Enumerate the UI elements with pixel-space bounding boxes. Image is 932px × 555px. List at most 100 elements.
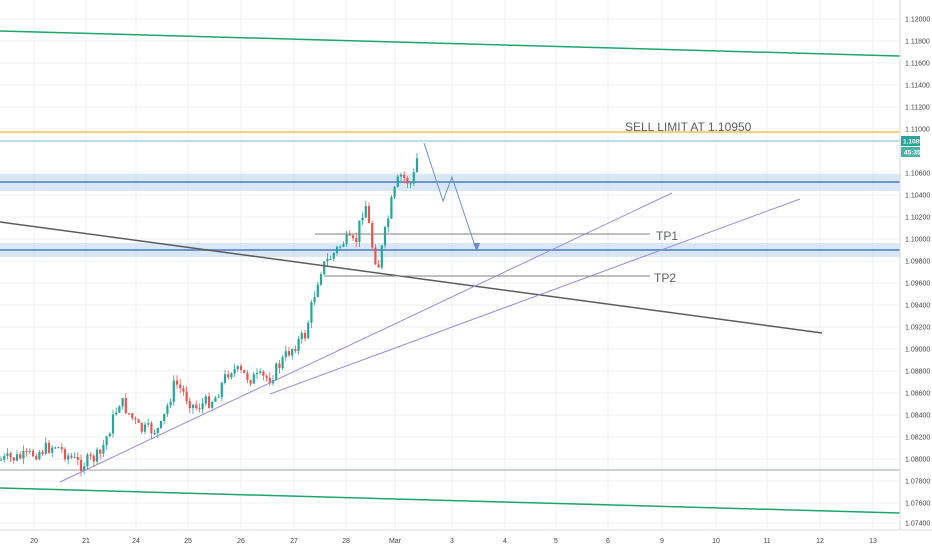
candle-body bbox=[124, 398, 127, 414]
candle-body bbox=[63, 449, 67, 460]
candle-body bbox=[182, 388, 185, 392]
y-tick-label: 1.09000 bbox=[905, 347, 930, 354]
candle-body bbox=[0, 459, 3, 461]
support-line-shallow bbox=[269, 198, 801, 395]
candle-body bbox=[294, 348, 297, 352]
x-tick-label: 28 bbox=[342, 538, 350, 545]
countdown-tag-bg bbox=[901, 147, 920, 157]
price-axis-labels: 1.12000 1.11800 1.11600 1.11400 1.11200 1.110… bbox=[905, 17, 930, 528]
y-tick-label: 1.08000 bbox=[905, 457, 930, 464]
candle-body bbox=[38, 451, 41, 460]
x-tick-label: 27 bbox=[290, 538, 298, 545]
candle-body bbox=[230, 373, 233, 378]
y-tick-label: 1.10200 bbox=[905, 215, 930, 222]
candle-body bbox=[47, 442, 51, 453]
y-tick-label: 1.10000 bbox=[905, 237, 930, 244]
candle-body bbox=[57, 447, 60, 449]
tp1-label: TP1 bbox=[656, 229, 678, 243]
candle-body bbox=[35, 456, 38, 460]
candle-body bbox=[201, 403, 204, 410]
candle-body bbox=[214, 397, 217, 402]
candle-body bbox=[383, 227, 387, 246]
candle-body bbox=[303, 332, 307, 339]
candle-body bbox=[179, 384, 182, 389]
candle-body bbox=[358, 220, 361, 242]
y-tick-label: 1.09200 bbox=[905, 325, 930, 332]
candle-body bbox=[326, 258, 329, 262]
candle-body bbox=[255, 372, 259, 375]
candle-body bbox=[281, 357, 284, 368]
candle-body bbox=[412, 172, 415, 184]
candle-body bbox=[268, 377, 271, 384]
candle-body bbox=[249, 380, 252, 384]
x-tick-label: 26 bbox=[237, 538, 245, 545]
candle-body bbox=[191, 404, 195, 409]
candle-body bbox=[95, 449, 99, 462]
candle-body bbox=[44, 442, 47, 454]
candle-body bbox=[188, 401, 191, 409]
candle-body bbox=[143, 424, 147, 432]
candle-body bbox=[89, 454, 92, 456]
descending-trendline bbox=[0, 221, 823, 334]
candle-body bbox=[102, 445, 105, 454]
candle-body bbox=[259, 371, 262, 373]
grid-lines bbox=[0, 0, 900, 530]
candle-body bbox=[166, 405, 169, 414]
candle-body bbox=[371, 223, 374, 248]
candle-body bbox=[137, 419, 140, 423]
x-tick-label: 4 bbox=[503, 538, 507, 545]
support-line-steep bbox=[59, 192, 673, 483]
candle-body bbox=[207, 396, 211, 408]
candle-body bbox=[246, 372, 249, 381]
candle-body bbox=[252, 374, 255, 384]
candle-body bbox=[287, 351, 291, 356]
projection-arrowhead bbox=[473, 243, 480, 251]
candle-body bbox=[217, 397, 220, 399]
y-tick-label: 1.10400 bbox=[905, 193, 930, 200]
x-tick-label: 13 bbox=[869, 538, 877, 545]
candle-body bbox=[70, 455, 73, 458]
candle-body bbox=[291, 348, 294, 356]
candle-body bbox=[345, 233, 348, 245]
candle-body bbox=[115, 412, 118, 415]
channel-upper-line bbox=[0, 30, 901, 57]
candle-body bbox=[163, 413, 166, 421]
current-price-tag-bg bbox=[901, 136, 920, 146]
candle-body bbox=[204, 396, 207, 404]
candle-body bbox=[342, 244, 345, 247]
x-tick-label: 5 bbox=[554, 538, 558, 545]
y-tick-label: 1.08400 bbox=[905, 413, 930, 420]
candle-body bbox=[239, 366, 243, 371]
projection-path bbox=[423, 142, 477, 250]
candle-body bbox=[198, 408, 201, 410]
candle-body bbox=[335, 246, 339, 253]
x-tick-label: 21 bbox=[82, 538, 90, 545]
candle-body bbox=[211, 401, 214, 408]
candle-body bbox=[6, 453, 9, 456]
y-tick-label: 1.10600 bbox=[905, 171, 930, 178]
drawings: SELL LIMIT AT 1.10950 TP1 TP2 bbox=[0, 30, 901, 514]
candle-body bbox=[396, 176, 399, 187]
candle-body bbox=[316, 284, 319, 297]
candle-body bbox=[67, 455, 70, 460]
x-tick-label: Mar bbox=[389, 538, 402, 545]
x-tick-label: 3 bbox=[450, 538, 454, 545]
candle-body bbox=[121, 398, 124, 407]
y-tick-label: 1.07400 bbox=[905, 521, 930, 528]
y-tick-label: 1.11800 bbox=[905, 39, 930, 46]
candle-body bbox=[150, 423, 153, 434]
x-tick-label: 6 bbox=[606, 538, 610, 545]
candle-body bbox=[54, 447, 57, 449]
x-tick-label: 10 bbox=[712, 538, 720, 545]
candle-body bbox=[329, 258, 332, 260]
x-tick-label: 25 bbox=[184, 538, 192, 545]
candle-body bbox=[339, 246, 342, 248]
time-axis-labels: 20 21 24 25 26 27 28 Mar 3 4 5 6 9 10 11 12 13 bbox=[30, 538, 877, 545]
sell-limit-label: SELL LIMIT AT 1.10950 bbox=[625, 120, 752, 134]
candle-body bbox=[364, 206, 367, 218]
y-tick-label: 1.09600 bbox=[905, 281, 930, 288]
y-tick-label: 1.07600 bbox=[905, 501, 930, 508]
candle-body bbox=[25, 450, 28, 452]
